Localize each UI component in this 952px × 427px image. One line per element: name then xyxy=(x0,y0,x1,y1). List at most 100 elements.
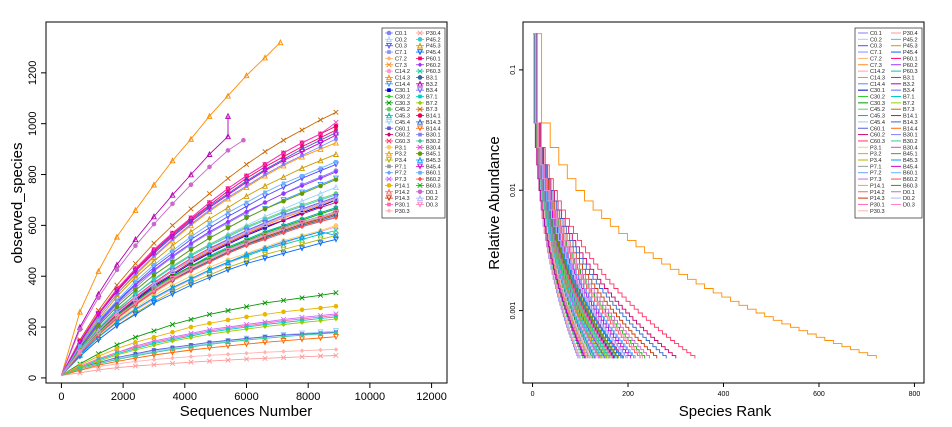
rarefaction-series xyxy=(61,169,339,376)
left-legend-label: C30.3 xyxy=(395,101,410,107)
series-point xyxy=(261,220,269,227)
series-point xyxy=(76,349,83,356)
left-legend-marker xyxy=(385,195,393,202)
left-legend-label: D0.3 xyxy=(426,202,438,208)
series-point xyxy=(95,267,102,274)
series-point xyxy=(206,204,213,211)
left-legend-marker xyxy=(385,42,393,50)
left-x-axis-title: Sequences Number xyxy=(180,403,313,420)
left-legend-marker xyxy=(417,62,423,68)
series-point xyxy=(300,173,304,178)
left-legend-marker xyxy=(385,188,393,195)
series-point xyxy=(262,149,268,155)
right-legend-label: B7.1 xyxy=(903,95,915,101)
left-legend-label: P30.1 xyxy=(395,202,410,208)
right-legend-label: D0.1 xyxy=(903,190,915,196)
series-point xyxy=(261,182,269,189)
series-point xyxy=(132,305,139,313)
rank-abundance-series xyxy=(533,33,618,359)
rank-abundance-series xyxy=(533,33,643,359)
series-point xyxy=(280,150,287,156)
left-legend-label: C7.3 xyxy=(395,63,407,69)
series-point xyxy=(206,266,213,273)
series-point xyxy=(113,233,120,240)
left-axes: 0 2000 4000 6000 8000 10000 12000 0 200 400 600 800… xyxy=(27,61,447,403)
series-point xyxy=(151,350,157,355)
series-point xyxy=(150,294,157,301)
series-point xyxy=(243,192,250,199)
series-point xyxy=(113,314,120,321)
series-point xyxy=(332,139,339,146)
series-point xyxy=(188,206,194,212)
left-x-tick-label: 6000 xyxy=(234,391,258,403)
series-point xyxy=(298,245,306,252)
series-point xyxy=(95,329,102,335)
series-point xyxy=(298,164,306,171)
series-point xyxy=(133,243,138,249)
series-point xyxy=(95,367,102,373)
series-point xyxy=(318,347,323,353)
series-point xyxy=(151,357,157,362)
series-point xyxy=(281,322,286,327)
series-line xyxy=(61,170,337,376)
right-y-tick-label: 0.001 xyxy=(510,302,517,320)
series-point xyxy=(333,352,339,359)
rank-abundance-series xyxy=(533,33,585,359)
series-point xyxy=(151,343,157,348)
series-point xyxy=(114,357,120,362)
rarefaction-series xyxy=(61,132,339,376)
left-legend-marker xyxy=(416,87,424,94)
series-point xyxy=(262,200,268,205)
series-point xyxy=(262,355,268,361)
series-point xyxy=(243,173,250,179)
series-point xyxy=(298,148,306,155)
left-legend-label: P14.1 xyxy=(395,183,410,189)
left-legend-label: B14.3 xyxy=(426,120,441,126)
series-point xyxy=(133,353,138,359)
series-point xyxy=(243,356,250,362)
series-point xyxy=(77,366,83,372)
series-point xyxy=(170,201,175,207)
series-point xyxy=(317,190,324,197)
left-chart: 0 2000 4000 6000 8000 10000 12000 0 200 400 600 800… xyxy=(9,21,448,420)
series-point xyxy=(187,265,195,272)
series-line xyxy=(61,330,337,376)
left-legend-label: B7.3 xyxy=(426,107,438,113)
series-point xyxy=(78,344,82,348)
left-x-tick-label: 2000 xyxy=(111,391,135,403)
series-line xyxy=(60,116,229,376)
series-point xyxy=(188,182,194,188)
series-point xyxy=(224,237,232,244)
right-legend-label: C14.4 xyxy=(870,82,885,88)
series-point xyxy=(299,348,305,354)
series-point xyxy=(150,298,157,305)
series-point xyxy=(332,194,339,201)
series-point xyxy=(224,204,232,211)
series-point xyxy=(299,354,305,360)
series-point xyxy=(244,200,249,205)
right-x-tick-label: 400 xyxy=(718,391,730,398)
left-legend-marker xyxy=(417,176,423,182)
series-line xyxy=(60,41,281,376)
series-point xyxy=(169,321,176,328)
series-point xyxy=(206,112,213,119)
rarefaction-series xyxy=(60,39,284,376)
left-legend-label: C30.1 xyxy=(395,88,410,94)
series-point xyxy=(334,159,338,164)
left-legend-marker xyxy=(385,119,393,126)
right-legend-label: P30.3 xyxy=(870,209,885,215)
left-legend-marker xyxy=(387,88,391,92)
left-legend-marker xyxy=(386,145,392,150)
left-legend-label: C0.2 xyxy=(395,37,407,43)
right-legend-label: P45.3 xyxy=(903,44,918,50)
left-legend-marker xyxy=(386,56,392,61)
series-point xyxy=(244,350,249,356)
series-point xyxy=(150,300,157,307)
series-line xyxy=(61,208,337,376)
right-axes: 0 200 400 600 800 0.001 0.01 0.1 xyxy=(510,65,920,398)
rank-abundance-series xyxy=(533,33,677,359)
left-legend-marker xyxy=(385,36,393,43)
left-legend-label: B3.2 xyxy=(426,82,438,88)
rank-abundance-series xyxy=(533,33,597,359)
right-chart: 0 200 400 600 800 0.001 0.01 0.1 Species Rank R… xyxy=(486,21,925,420)
